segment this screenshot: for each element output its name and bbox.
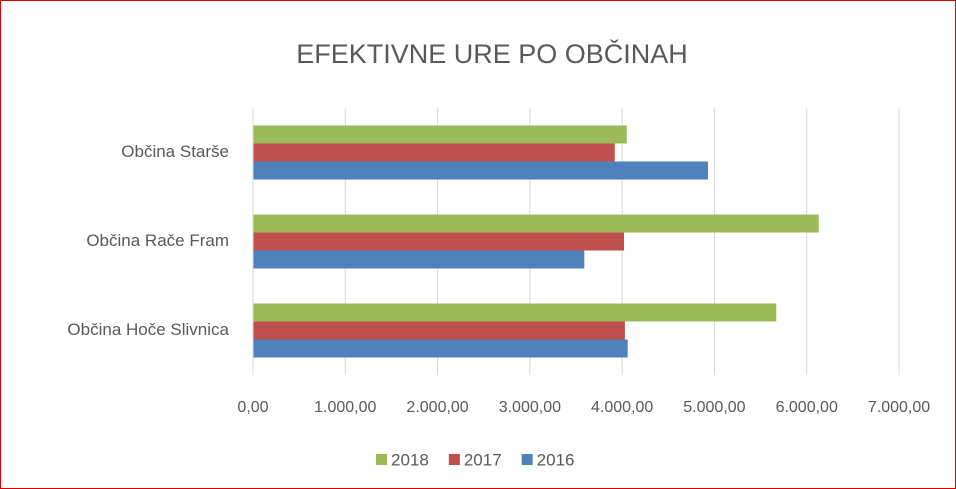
y-tick-label: Občina Starše bbox=[121, 142, 229, 161]
x-tick-label: 2.000,00 bbox=[406, 399, 468, 416]
bar bbox=[253, 214, 819, 233]
x-tick-label: 5.000,00 bbox=[683, 399, 745, 416]
x-tick-label: 4.000,00 bbox=[591, 399, 653, 416]
legend-label: 2016 bbox=[537, 450, 575, 469]
chart-title: EFEKTIVNE URE PO OBČINAH bbox=[296, 38, 688, 69]
bar bbox=[253, 232, 624, 251]
legend-label: 2018 bbox=[391, 450, 429, 469]
y-tick-label: Občina Rače Fram bbox=[86, 231, 229, 250]
bar bbox=[253, 143, 615, 162]
legend-swatch bbox=[376, 454, 387, 465]
legend-swatch bbox=[448, 454, 460, 465]
x-tick-label: 3.000,00 bbox=[499, 399, 561, 416]
legend-label: 2017 bbox=[464, 450, 502, 469]
bar bbox=[253, 161, 708, 180]
bar bbox=[253, 250, 585, 269]
x-tick-label: 7.000,00 bbox=[868, 399, 930, 416]
bar bbox=[253, 303, 777, 322]
x-tick-label: 6.000,00 bbox=[776, 399, 838, 416]
y-tick-label: Občina Hoče Slivnica bbox=[67, 320, 229, 339]
x-tick-label: 1.000,00 bbox=[314, 399, 376, 416]
bar bbox=[253, 125, 627, 144]
bar bbox=[253, 321, 625, 340]
legend-swatch bbox=[521, 454, 533, 465]
x-tick-label: 0,00 bbox=[237, 399, 268, 416]
bar bbox=[253, 339, 628, 358]
